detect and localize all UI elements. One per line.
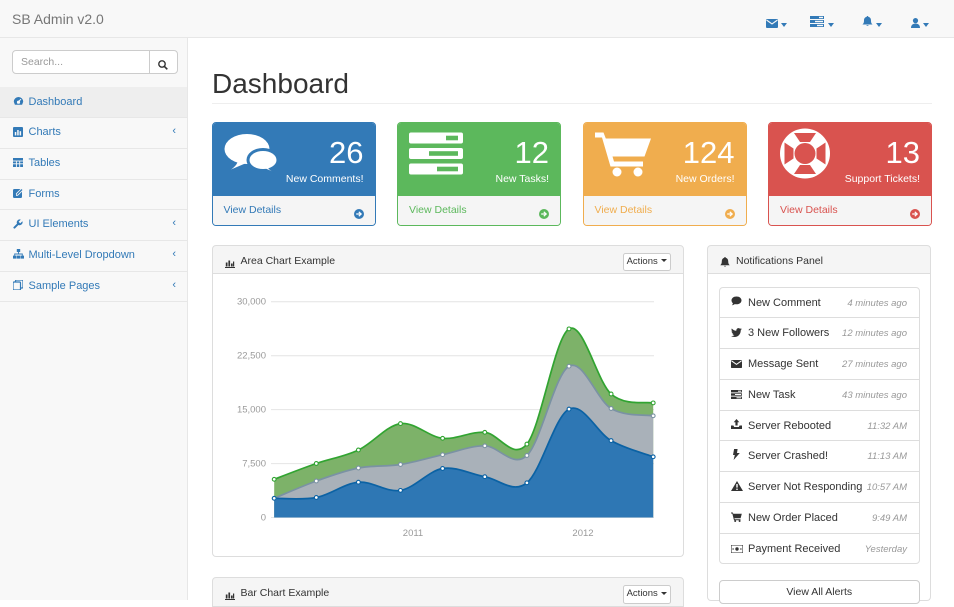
- svg-text:7,500: 7,500: [242, 459, 266, 470]
- svg-text:22,500: 22,500: [237, 351, 266, 362]
- svg-text:0: 0: [261, 513, 266, 524]
- svg-text:2012: 2012: [572, 528, 593, 539]
- svg-text:2011: 2011: [403, 528, 423, 539]
- svg-text:15,000: 15,000: [237, 405, 266, 416]
- svg-text:30,000: 30,000: [237, 297, 266, 308]
